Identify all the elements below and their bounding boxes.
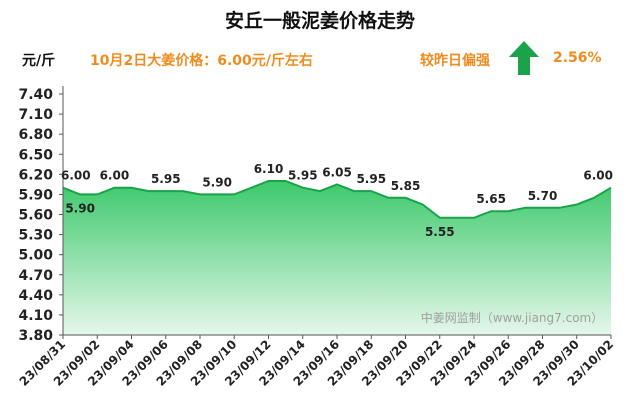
data-label: 6.10 [254, 162, 284, 176]
y-tick-label: 6.20 [18, 167, 53, 183]
price-note: 10月2日大姜价格：6.00元/斤左右 [90, 53, 313, 69]
change-value: 2.56% [553, 50, 602, 66]
data-label: 6.00 [583, 169, 613, 183]
y-tick-label: 6.80 [18, 127, 53, 143]
data-label: 5.90 [202, 175, 232, 189]
data-label: 5.65 [476, 192, 506, 206]
y-tick-label: 7.40 [18, 87, 53, 103]
data-label: 5.95 [288, 169, 318, 183]
y-tick-label: 5.00 [18, 248, 53, 264]
data-label: 6.00 [61, 169, 91, 183]
data-label: 5.95 [356, 172, 386, 186]
up-arrow-icon [509, 41, 539, 75]
data-label: 5.85 [391, 179, 421, 193]
y-tick-label: 5.60 [18, 208, 53, 224]
y-tick-label: 4.10 [18, 308, 53, 324]
price-line [62, 180, 612, 219]
chart-title: 安丘一般泥姜价格走势 [224, 10, 415, 32]
unit-label: 元/斤 [22, 53, 56, 69]
y-tick-label: 7.10 [18, 107, 53, 123]
price-area [63, 181, 611, 335]
watermark: 中姜网监制（www.jiang7.com） [421, 310, 603, 325]
data-label: 5.95 [151, 172, 181, 186]
compare-label: 较昨日偏强 [420, 53, 490, 69]
data-label: 5.55 [425, 225, 455, 239]
y-tick-label: 6.50 [18, 147, 53, 163]
data-label: 5.70 [528, 189, 558, 203]
y-tick-label: 4.40 [18, 288, 53, 304]
data-label: 5.90 [65, 201, 95, 215]
y-tick-label: 5.90 [18, 187, 53, 203]
data-label: 6.00 [100, 169, 130, 183]
y-tick-label: 3.80 [18, 328, 53, 344]
y-tick-label: 5.30 [18, 228, 53, 244]
data-label: 6.05 [322, 165, 352, 179]
y-tick-label: 4.70 [18, 268, 53, 284]
